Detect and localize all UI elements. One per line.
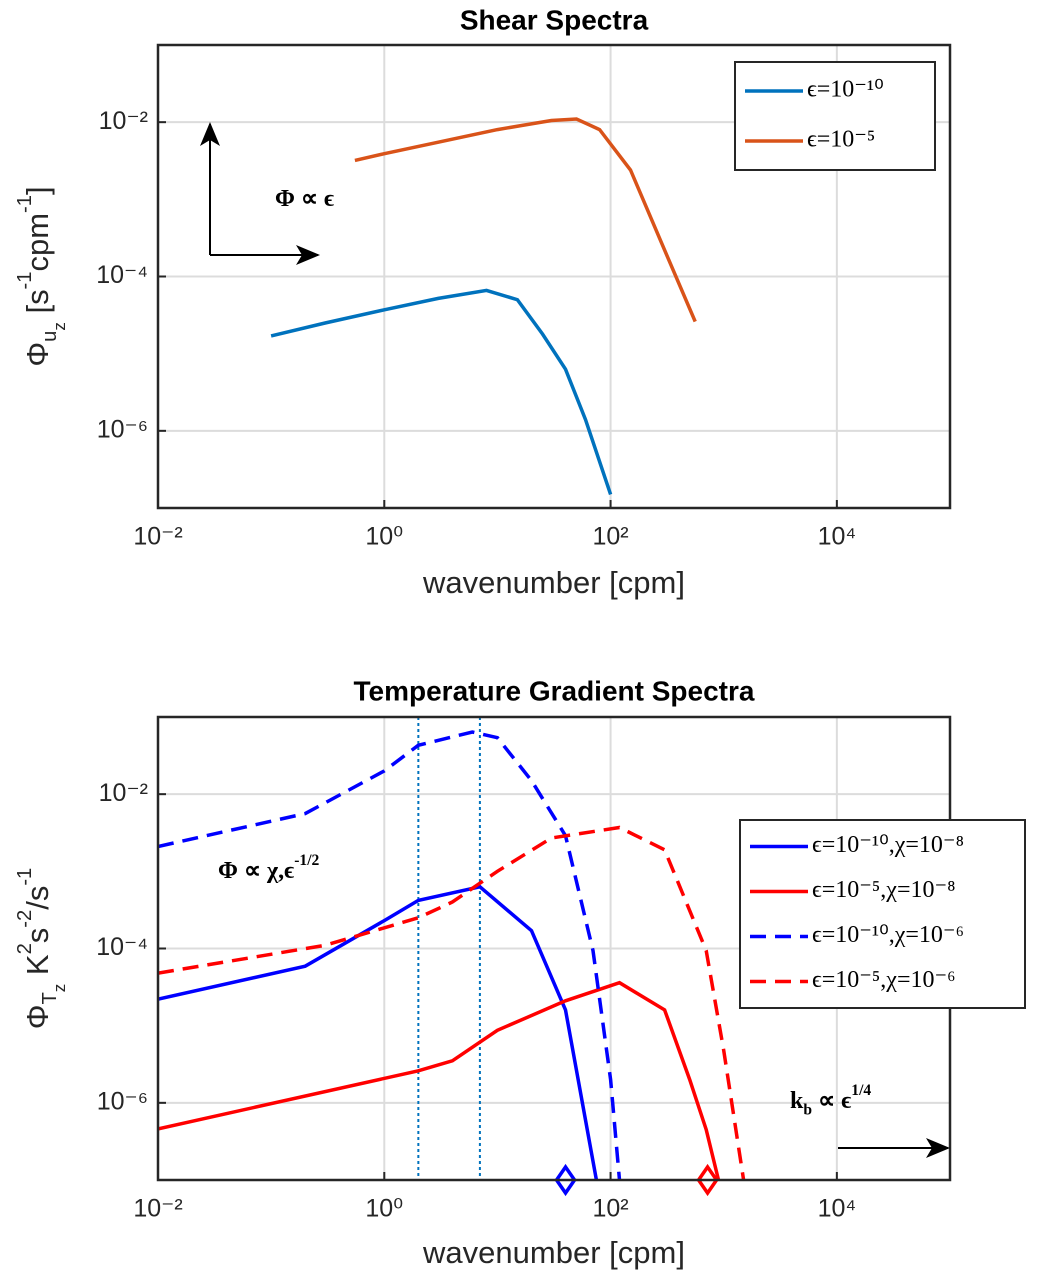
text-part: Φ ∝ χ,ϵ: [218, 858, 294, 884]
marker: [696, 1163, 719, 1197]
line: [158, 980, 721, 1180]
text-part: ∝ ϵ: [812, 1088, 851, 1114]
panel: Temperature Gradient Spectra 10⁻² 10⁰ 10² 10…: [14, 675, 1026, 1270]
text-part: /s: [20, 886, 55, 910]
line: [158, 825, 746, 1180]
annotation: kb ∝ ϵ1/4: [790, 1082, 871, 1118]
x-tick-label: 10²: [593, 1195, 629, 1223]
text-part: 1/4: [851, 1082, 871, 1099]
text-part: Φ: [20, 1005, 55, 1030]
text-part: k: [790, 1088, 804, 1114]
legend-label: ϵ=10⁻¹⁰: [807, 77, 884, 103]
annotation: Φ ∝ ϵ: [275, 186, 334, 212]
text-part: -1/2: [294, 852, 319, 869]
x-axis-label: wavenumber [cpm]: [422, 1235, 685, 1270]
text-part: -1: [14, 868, 36, 886]
text-part: u: [39, 331, 61, 342]
text-part: T: [39, 992, 61, 1004]
text-part: z: [50, 322, 69, 331]
panel: Shear Spectra 10⁻² 10⁰ 10² 10⁴ 10⁻⁶ 10⁻⁴ 10⁻² wa…: [14, 4, 952, 600]
x-axis-label: wavenumber [cpm]: [422, 565, 685, 600]
text-part: Φ: [20, 342, 55, 367]
legend-label: ϵ=10⁻⁵,χ=10⁻⁶: [812, 967, 956, 993]
legend-label: ϵ=10⁻¹⁰,χ=10⁻⁶: [812, 922, 964, 948]
legend-box: [734, 61, 936, 171]
legend-box: [739, 819, 1026, 1009]
y-tick-label: 10⁻⁴: [96, 261, 148, 289]
text-part: K: [20, 954, 55, 984]
y-axis-label: ΦTz K2s-2/s-1: [14, 868, 68, 1030]
y-tick-label: 10⁻⁴: [96, 933, 148, 961]
annotation-arrows: [200, 122, 950, 1158]
text-part: -2: [14, 910, 36, 928]
text-part: Φ ∝ ϵ: [275, 186, 334, 212]
text-part: -1: [14, 272, 36, 290]
x-tick-label: 10²: [593, 523, 629, 551]
text-part: [s: [20, 289, 55, 322]
x-tick-label: 10⁴: [818, 1195, 857, 1223]
text-part: b: [803, 1101, 812, 1118]
chart-title: Shear Spectra: [460, 4, 649, 35]
x-tick-label: 10⁰: [365, 1195, 403, 1223]
annotation: Φ ∝ χ,ϵ-1/2: [218, 852, 320, 884]
x-tick-label: 10⁻²: [133, 523, 182, 551]
line: [158, 730, 622, 1180]
y-tick-label: 10⁻²: [99, 107, 148, 135]
legend-label: ϵ=10⁻⁵: [807, 127, 875, 153]
line: [158, 884, 599, 1180]
y-tick-label: 10⁻⁶: [97, 415, 148, 443]
x-tick-label: 10⁻²: [133, 1195, 182, 1223]
text-part: z: [50, 984, 69, 993]
text-part: 2: [14, 943, 36, 954]
legend-label: ϵ=10⁻¹⁰,χ=10⁻⁸: [812, 832, 964, 858]
legend-label: ϵ=10⁻⁵,χ=10⁻⁸: [812, 877, 956, 903]
y-tick-label: 10⁻⁶: [97, 1087, 148, 1115]
text-part: -1: [14, 195, 36, 213]
line: [354, 117, 697, 323]
text-part: s: [20, 928, 55, 944]
y-tick-label: 10⁻²: [99, 779, 148, 807]
chart-title: Temperature Gradient Spectra: [354, 675, 755, 706]
marker: [554, 1163, 577, 1197]
x-tick-label: 10⁴: [818, 523, 857, 551]
axes-box: [156, 43, 952, 510]
y-axis-label: Φuz [s-1cpm-1]: [14, 186, 68, 366]
x-tick-label: 10⁰: [365, 523, 403, 551]
line: [270, 288, 613, 495]
text-part: cpm: [20, 213, 55, 272]
text-part: ]: [20, 186, 55, 195]
